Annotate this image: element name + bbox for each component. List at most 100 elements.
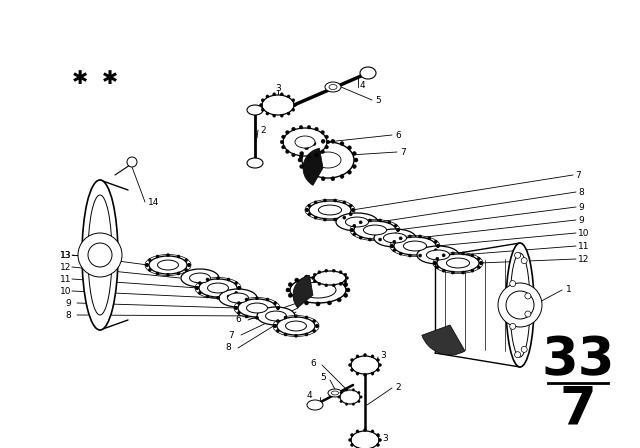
Circle shape [274,311,276,314]
Circle shape [479,262,483,264]
Wedge shape [422,325,465,355]
Circle shape [284,333,287,336]
Ellipse shape [351,356,379,374]
Circle shape [294,334,298,337]
Circle shape [312,142,316,146]
Circle shape [399,237,402,240]
Wedge shape [303,148,323,185]
Text: 4: 4 [360,81,365,90]
Circle shape [266,298,269,301]
Circle shape [351,208,355,211]
Circle shape [434,240,437,243]
Circle shape [328,275,332,279]
Circle shape [436,257,439,260]
Circle shape [461,252,465,255]
Circle shape [339,282,342,285]
Circle shape [351,228,353,232]
Circle shape [349,363,351,366]
Circle shape [294,314,298,318]
Ellipse shape [325,82,341,92]
Circle shape [419,254,422,257]
Circle shape [356,447,359,448]
Circle shape [393,240,396,243]
Circle shape [166,273,170,276]
Ellipse shape [257,307,295,325]
Ellipse shape [354,221,396,239]
Circle shape [353,224,356,227]
Text: 10: 10 [60,287,72,296]
Circle shape [315,153,318,157]
Circle shape [321,177,325,181]
Circle shape [352,164,356,168]
Circle shape [379,219,381,222]
Circle shape [234,306,237,310]
Circle shape [378,439,381,441]
Ellipse shape [228,293,248,303]
Circle shape [216,296,220,299]
Circle shape [316,324,319,327]
Text: 11: 11 [578,241,589,250]
Circle shape [378,363,381,366]
Text: 12: 12 [60,263,72,271]
Circle shape [195,287,198,289]
Ellipse shape [351,431,379,448]
Circle shape [237,287,241,289]
Circle shape [318,271,321,274]
Text: 2: 2 [395,383,401,392]
Text: ✱  ✱: ✱ ✱ [72,69,118,87]
Text: 1: 1 [566,285,572,294]
Ellipse shape [447,258,470,268]
Circle shape [316,324,319,327]
Circle shape [428,237,431,240]
Ellipse shape [207,283,228,293]
Circle shape [364,353,367,357]
Circle shape [148,268,151,271]
Circle shape [442,254,445,257]
Circle shape [376,444,380,447]
Circle shape [323,218,326,221]
Ellipse shape [506,243,534,367]
Circle shape [266,95,269,98]
Circle shape [436,245,440,247]
Circle shape [305,316,308,319]
Circle shape [305,208,308,211]
Circle shape [287,95,290,98]
Text: 8: 8 [578,188,584,197]
Circle shape [353,233,356,236]
Circle shape [331,177,335,181]
Circle shape [428,252,431,255]
Circle shape [177,255,180,258]
Ellipse shape [247,158,263,168]
Circle shape [237,311,240,314]
Circle shape [461,271,465,274]
Circle shape [185,268,188,271]
Circle shape [339,271,342,274]
Circle shape [340,142,344,146]
Ellipse shape [509,323,516,329]
Circle shape [166,254,170,257]
Circle shape [321,130,324,134]
Circle shape [305,275,308,279]
Text: 2: 2 [260,125,266,134]
Circle shape [326,140,330,144]
Circle shape [338,396,340,398]
Circle shape [433,262,436,264]
Circle shape [280,93,284,96]
Circle shape [261,108,264,111]
Circle shape [364,428,367,431]
Ellipse shape [374,229,416,247]
Circle shape [451,252,454,255]
Circle shape [282,135,285,139]
Text: 9: 9 [578,202,584,211]
Circle shape [198,291,202,294]
Circle shape [325,145,328,149]
Circle shape [340,174,344,178]
Circle shape [436,245,440,247]
Circle shape [312,276,314,280]
Ellipse shape [498,283,542,327]
Circle shape [344,293,348,297]
Circle shape [346,276,349,280]
Circle shape [316,302,320,306]
Text: 4: 4 [307,391,312,400]
Circle shape [359,236,362,239]
